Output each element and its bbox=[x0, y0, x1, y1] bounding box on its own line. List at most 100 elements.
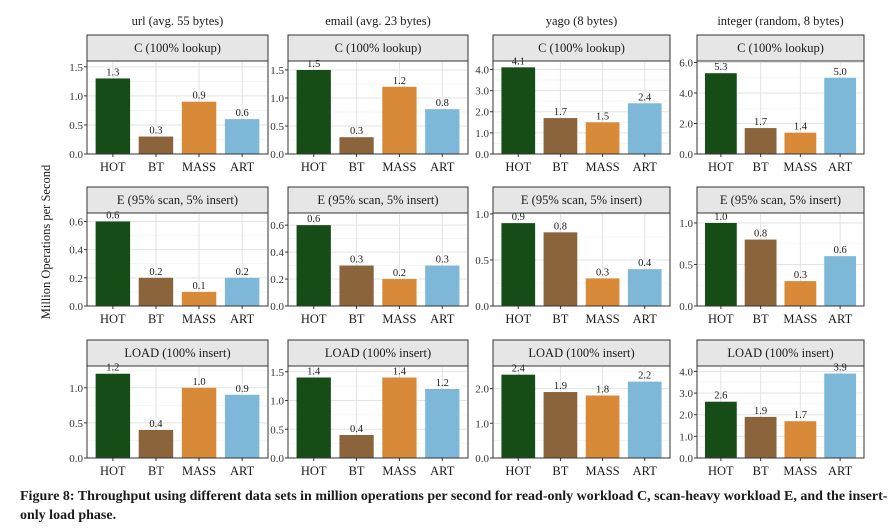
y-tick-label: 2.0 bbox=[679, 119, 693, 131]
bar-art bbox=[425, 389, 460, 458]
x-tick-label-art: ART bbox=[430, 464, 455, 478]
bar-bt bbox=[744, 128, 777, 154]
x-tick-label-hot: HOT bbox=[505, 312, 531, 326]
data-label-bt: 1.7 bbox=[754, 117, 767, 128]
data-label-art: 0.6 bbox=[834, 245, 847, 256]
panel-r0-c2-border bbox=[492, 60, 671, 155]
data-label-hot: 1.3 bbox=[106, 67, 119, 78]
bar-hot bbox=[704, 222, 737, 306]
x-tick-label-art: ART bbox=[633, 464, 658, 478]
y-tick-label: 1.0 bbox=[679, 218, 693, 230]
x-tick-label-bt: BT bbox=[753, 312, 769, 326]
y-tick-label: 0.0 bbox=[270, 301, 284, 313]
x-tick-label-mass: MASS bbox=[783, 464, 817, 478]
facet-strip bbox=[492, 339, 671, 367]
y-tick-label: 6.0 bbox=[679, 58, 693, 70]
data-label-hot: 1.2 bbox=[106, 363, 119, 374]
panel-r2-c0-border bbox=[86, 365, 269, 459]
x-tick-label-bt: BT bbox=[148, 160, 164, 174]
x-tick-label-mass: MASS bbox=[783, 312, 817, 326]
bar-hot bbox=[501, 223, 536, 306]
x-tick-label-bt: BT bbox=[349, 312, 365, 326]
x-tick-label-bt: BT bbox=[753, 160, 769, 174]
column-title-integer-random-8-bytes: integer (random, 8 bytes) bbox=[717, 14, 843, 28]
data-label-bt: 0.4 bbox=[149, 419, 163, 430]
data-label-bt: 0.3 bbox=[149, 126, 162, 137]
y-tick-label: 0.0 bbox=[475, 453, 489, 465]
bar-art bbox=[224, 277, 260, 306]
bar-bt bbox=[744, 416, 777, 458]
facet-strip-label: E (95% scan, 5% insert) bbox=[521, 193, 642, 207]
bar-art bbox=[425, 265, 460, 306]
x-tick-label-bt: BT bbox=[349, 464, 365, 478]
bar-bt bbox=[339, 435, 374, 458]
y-tick-label: 0.0 bbox=[69, 149, 83, 161]
data-label-art: 0.4 bbox=[638, 258, 652, 269]
bar-hot bbox=[501, 67, 536, 154]
x-tick-label-mass: MASS bbox=[382, 464, 416, 478]
panel-r2-c3-border bbox=[696, 365, 865, 459]
bar-mass bbox=[382, 86, 417, 154]
y-tick-label: 2.0 bbox=[475, 384, 489, 396]
bar-hot bbox=[704, 73, 737, 154]
data-label-mass: 1.4 bbox=[794, 122, 808, 133]
y-tick-label: 0.0 bbox=[270, 149, 284, 161]
x-tick-label-hot: HOT bbox=[100, 312, 126, 326]
data-label-art: 0.8 bbox=[436, 98, 449, 109]
facet-strip bbox=[287, 34, 469, 62]
data-label-art: 3.9 bbox=[834, 363, 847, 374]
column-title-yago-8-bytes: yago (8 bytes) bbox=[546, 14, 618, 28]
bar-bt bbox=[543, 118, 578, 154]
x-tick-label-hot: HOT bbox=[100, 160, 126, 174]
y-tick-label: 0.0 bbox=[69, 453, 83, 465]
x-tick-label-bt: BT bbox=[552, 160, 568, 174]
y-tick-label: 0.4 bbox=[270, 247, 284, 259]
data-label-mass: 0.3 bbox=[596, 267, 609, 278]
data-label-mass: 1.8 bbox=[596, 385, 609, 396]
x-tick-label-art: ART bbox=[230, 160, 255, 174]
data-label-hot: 2.6 bbox=[714, 391, 727, 402]
data-label-bt: 0.8 bbox=[754, 229, 767, 240]
data-label-bt: 0.4 bbox=[350, 424, 364, 435]
y-tick-label: 0.4 bbox=[69, 245, 83, 257]
x-tick-label-mass: MASS bbox=[586, 160, 620, 174]
x-tick-label-hot: HOT bbox=[100, 464, 126, 478]
facet-strip-label: LOAD (100% insert) bbox=[727, 346, 833, 360]
y-tick-label: 3.0 bbox=[475, 86, 489, 98]
bar-hot bbox=[296, 225, 331, 306]
bar-bt bbox=[744, 239, 777, 306]
y-tick-label: 0.0 bbox=[679, 149, 693, 161]
facet-strip bbox=[86, 34, 269, 62]
panel-r0-c1-border bbox=[287, 60, 469, 155]
y-tick-label: 0.5 bbox=[69, 418, 83, 430]
data-label-hot: 0.6 bbox=[106, 210, 119, 221]
x-tick-label-art: ART bbox=[633, 160, 658, 174]
y-tick-label: 0.0 bbox=[679, 301, 693, 313]
bar-hot bbox=[704, 401, 737, 458]
y-tick-label: 0.5 bbox=[475, 255, 489, 267]
facet-strip bbox=[287, 339, 469, 367]
y-tick-label: 0.6 bbox=[69, 216, 83, 228]
panel-r1-c2-border bbox=[492, 212, 671, 307]
y-tick-label: 1.0 bbox=[69, 91, 83, 103]
bar-mass bbox=[382, 377, 417, 458]
x-tick-label-bt: BT bbox=[552, 464, 568, 478]
y-tick-label: 0.2 bbox=[69, 273, 83, 285]
y-tick-label: 0.0 bbox=[270, 453, 284, 465]
bar-mass bbox=[181, 291, 217, 306]
x-tick-label-hot: HOT bbox=[301, 464, 327, 478]
panel-r1-c0-border bbox=[86, 212, 269, 307]
panel-r2-c1-border bbox=[287, 365, 469, 459]
bar-hot bbox=[95, 373, 131, 458]
data-label-mass: 0.9 bbox=[192, 91, 205, 102]
facet-strip bbox=[492, 186, 671, 214]
y-tick-label: 0.5 bbox=[69, 120, 83, 132]
x-tick-label-bt: BT bbox=[148, 312, 164, 326]
x-tick-label-art: ART bbox=[230, 464, 255, 478]
data-label-bt: 0.3 bbox=[350, 255, 363, 266]
x-tick-label-bt: BT bbox=[148, 464, 164, 478]
bar-hot bbox=[296, 69, 331, 154]
x-tick-label-hot: HOT bbox=[301, 312, 327, 326]
facet-strip-label: C (100% lookup) bbox=[737, 41, 824, 55]
x-tick-label-mass: MASS bbox=[783, 160, 817, 174]
